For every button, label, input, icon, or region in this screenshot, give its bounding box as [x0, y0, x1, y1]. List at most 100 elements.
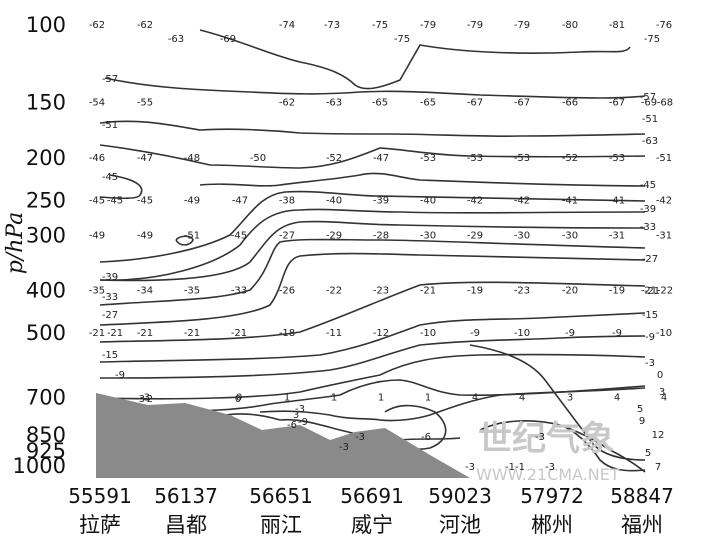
value-label: 4 — [472, 393, 478, 404]
isoline-label: 0 — [657, 370, 663, 381]
isoline-label: -51 — [102, 120, 118, 131]
isoline-label: -45 — [640, 180, 656, 191]
isotherm-line — [99, 220, 646, 282]
x-tick-name: 丽江 — [260, 513, 302, 537]
value-label: -50 — [250, 153, 266, 164]
y-tick-250: 250 — [26, 188, 66, 212]
isoline-label: -33 — [102, 292, 118, 303]
value-label: -40 — [420, 195, 436, 206]
isoline-label: -27 — [102, 310, 118, 321]
value-label: -21 — [641, 286, 657, 297]
value-label: -22 — [326, 286, 342, 297]
value-label: -79 — [467, 20, 483, 31]
value-label: -19 — [467, 286, 483, 297]
y-tick-300: 300 — [26, 223, 66, 247]
value-label: -65 — [420, 98, 436, 109]
terrain-silhouette — [96, 393, 470, 478]
value-label: -49 — [89, 230, 105, 241]
value-labels: -62 -62 -74 -73 -75 -79 -79 -79 -80 -81 -76 -54 -55 -… — [89, 20, 673, 404]
value-label: -79 — [514, 20, 530, 31]
value-label: -62 — [279, 98, 295, 109]
value-label: -53 — [420, 153, 436, 164]
value-label: -9 — [612, 328, 622, 339]
x-tick-name: 福州 — [621, 513, 663, 537]
x-tick-code: 57972 — [520, 484, 584, 508]
value-label: -12 — [373, 328, 389, 339]
y-axis-title: p/hPa — [3, 212, 28, 275]
y-tick-850: 850 — [26, 423, 66, 447]
value-label: -29 — [467, 230, 483, 241]
y-tick-200: 200 — [26, 146, 66, 170]
value-label: 4 — [661, 393, 667, 404]
value-label: -11 — [326, 328, 342, 339]
x-tick-code: 56651 — [249, 484, 313, 508]
y-tick-400: 400 — [26, 279, 66, 303]
y-tick-1000: 1000 — [13, 454, 66, 478]
value-label: -3 — [140, 393, 150, 404]
value-label: -28 — [373, 230, 389, 241]
isoline-label: -3 — [135, 394, 145, 405]
value-label: -41 — [609, 195, 625, 206]
isoline-label: 12 — [652, 430, 665, 441]
value-label: -10 — [656, 328, 672, 339]
x-axis-ticks: 55591 拉萨 56137 昌都 56651 丽江 56691 威宁 59023 河池 57972… — [68, 484, 674, 537]
value-label: -53 — [514, 153, 530, 164]
isoline-label: 3 — [659, 387, 665, 398]
y-tick-150: 150 — [26, 91, 66, 115]
isoline-label: -6 — [421, 432, 431, 443]
value-label: -48 — [184, 153, 200, 164]
isotherm-line — [99, 353, 646, 400]
value-label: -20 — [562, 286, 578, 297]
value-label: -53 — [467, 153, 483, 164]
isoline-label: -57 — [640, 92, 656, 103]
isoline-label: -51 — [642, 114, 658, 125]
value-label: -76 — [656, 20, 672, 31]
value-label: -65 — [372, 98, 388, 109]
value-label: -62 — [89, 20, 105, 31]
value-label: -42 — [467, 195, 483, 206]
value-label: -47 — [232, 195, 248, 206]
value-label: -23 — [373, 286, 389, 297]
value-label: 1 — [331, 393, 337, 404]
isoline-label: -69 — [220, 34, 236, 45]
value-label: -46 — [89, 153, 105, 164]
value-label: -41 — [562, 195, 578, 206]
value-label: -33 — [231, 286, 247, 297]
value-label: -18 — [279, 328, 295, 339]
isoline-label: 3 — [293, 410, 299, 421]
isoline-label: -1 — [515, 462, 525, 473]
value-label: -9 — [470, 328, 480, 339]
isoline-label: -3 — [355, 432, 365, 443]
value-label: -30 — [514, 230, 530, 241]
value-label: -67 — [609, 98, 625, 109]
value-label: 1 — [378, 393, 384, 404]
value-label: -35 — [184, 286, 200, 297]
isotherm-line — [99, 312, 646, 363]
value-label: -29 — [326, 230, 342, 241]
value-label: -10 — [514, 328, 530, 339]
isotherm-line — [469, 344, 646, 461]
isotherm-line — [199, 172, 646, 187]
isoline-label: 5 — [637, 404, 643, 415]
isoline-label: -3 — [645, 358, 655, 369]
value-label: -35 — [89, 286, 105, 297]
value-label: -49 — [184, 195, 200, 206]
value-label: -62 — [137, 20, 153, 31]
isotherm-line — [559, 424, 646, 472]
isoline-label: -15 — [102, 350, 118, 361]
isoline-label: -45 — [102, 172, 118, 183]
y-tick-100: 100 — [26, 13, 66, 37]
value-label: -45 — [231, 230, 247, 241]
value-label: -53 — [609, 153, 625, 164]
isoline-label: -3 — [295, 404, 305, 415]
value-label: -10 — [420, 328, 436, 339]
isoline-label: -3 — [339, 442, 349, 453]
x-tick-name: 威宁 — [351, 513, 393, 537]
value-label: -21 — [137, 328, 153, 339]
isoline-label: 0 — [235, 394, 241, 405]
watermark-url: WWW.21CMA.NET — [476, 465, 620, 484]
value-label: -52 — [562, 153, 578, 164]
isotherm-line — [99, 281, 646, 343]
x-tick-code: 56691 — [340, 484, 404, 508]
